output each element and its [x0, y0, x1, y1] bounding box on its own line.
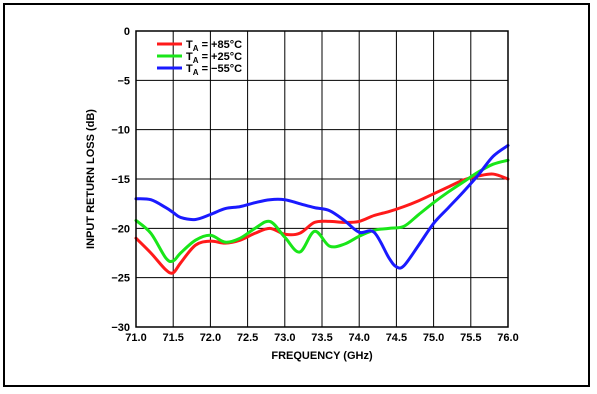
legend-label: TA = +25°C [186, 51, 242, 65]
x-tick-label: 73.5 [311, 332, 332, 344]
return-loss-chart: 71.0 71.5 72.0 72.5 73.0 73.5 74.0 74.5 75.0 75.5… [85, 26, 519, 362]
legend-item-25c: TA = +25°C [157, 51, 242, 65]
legend-item-minus55c: TA = −55°C [157, 63, 242, 77]
y-tick-label: −20 [111, 223, 130, 235]
grid [136, 31, 508, 327]
plot-border [135, 30, 509, 328]
y-tick-label: 0 [124, 26, 130, 38]
y-tick-label: −30 [111, 322, 130, 334]
y-axis-title: INPUT RETURN LOSS (dB) [85, 109, 97, 249]
curves [134, 143, 510, 275]
legend-label: TA = +85°C [186, 39, 242, 53]
x-axis-title: FREQUENCY (GHz) [271, 350, 373, 362]
x-tick-label: 75.0 [423, 332, 444, 344]
x-tick-label: 76.0 [497, 332, 518, 344]
legend: TA = +85°CTA = +25°CTA = −55°C [157, 39, 242, 77]
series-minus55c-curve [134, 143, 510, 270]
series-85c-curve [134, 172, 510, 275]
y-tick-label: −15 [111, 174, 130, 186]
x-tick-label: 72.5 [237, 332, 258, 344]
x-tick-labels: 71.0 71.5 72.0 72.5 73.0 73.5 74.0 74.5 75.0 75.5… [125, 332, 518, 344]
y-tick-label: −5 [117, 75, 130, 87]
series-25c-curve [134, 158, 510, 264]
x-tick-label: 74.5 [386, 332, 407, 344]
x-tick-label: 73.0 [274, 332, 295, 344]
y-tick-label: −25 [111, 273, 130, 285]
legend-item-85c: TA = +85°C [157, 39, 242, 53]
x-tick-label: 75.5 [460, 332, 481, 344]
chart-frame: 71.0 71.5 72.0 72.5 73.0 73.5 74.0 74.5 75.0 75.5… [3, 3, 590, 387]
y-tick-labels: 0 −5 −10 −15 −20 −25 −30 [111, 26, 130, 334]
x-tick-label: 71.0 [125, 332, 146, 344]
x-tick-label: 74.0 [348, 332, 369, 344]
legend-label: TA = −55°C [186, 63, 242, 77]
x-tick-label: 72.0 [200, 332, 221, 344]
x-tick-label: 71.5 [162, 332, 183, 344]
y-tick-label: −10 [111, 125, 130, 137]
